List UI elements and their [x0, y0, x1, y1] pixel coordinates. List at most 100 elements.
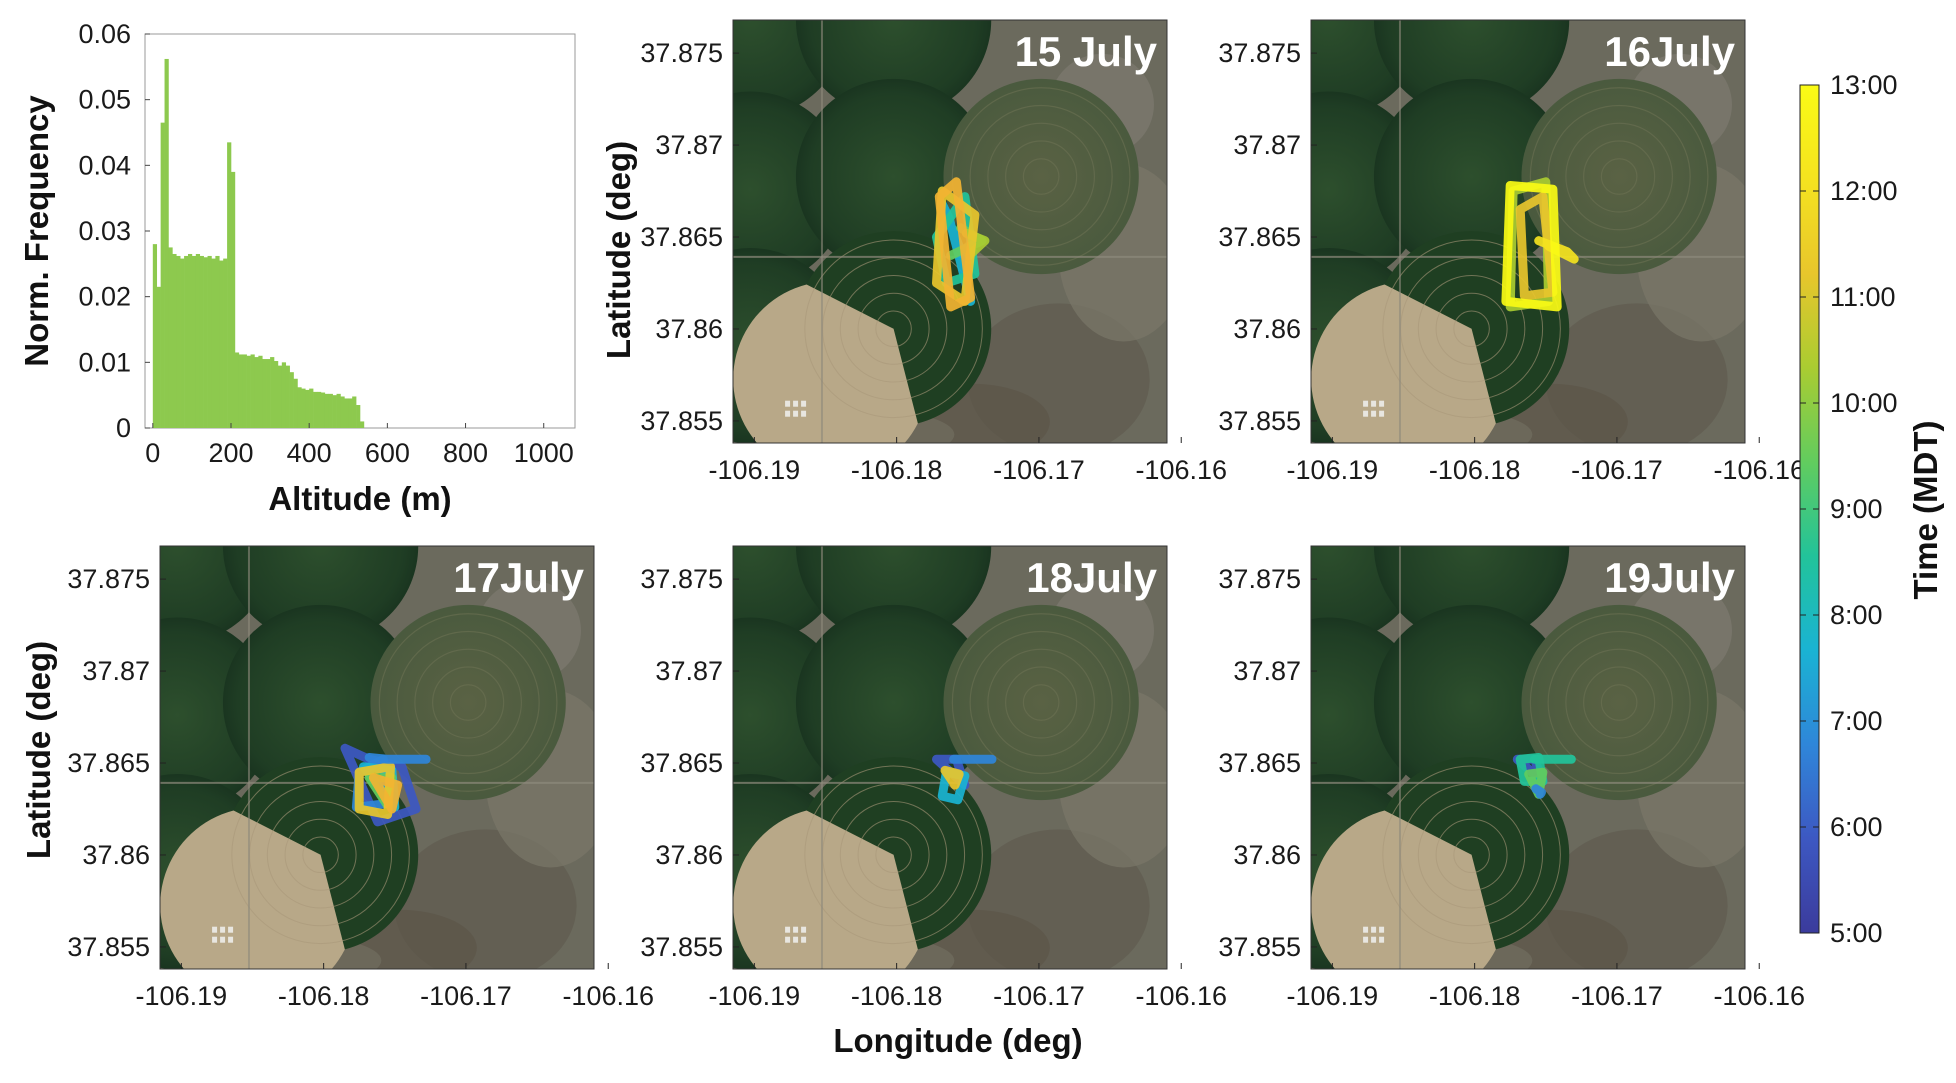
map-frame	[732, 545, 1168, 970]
field-ring	[302, 836, 339, 874]
flight-track	[368, 773, 403, 814]
map-x-tick-label: -106.17	[993, 455, 1085, 485]
pivot-field	[1521, 604, 1717, 801]
histogram-bar	[164, 58, 169, 428]
map-x-tick-label: -106.19	[1287, 981, 1379, 1011]
map-x-tick-label: -106.16	[562, 981, 654, 1011]
field-ring	[987, 122, 1096, 231]
map-y-tick-label: 37.875	[67, 564, 150, 594]
histogram-bar	[328, 393, 333, 428]
histogram-y-tick-label: 0.02	[78, 282, 131, 312]
map-x-tick-label: -106.16	[1713, 981, 1805, 1011]
building	[793, 926, 799, 933]
histogram-y-tick-label: 0.04	[78, 150, 131, 180]
histogram-bar	[195, 253, 201, 428]
field-ring	[1583, 140, 1656, 213]
field-ring	[969, 104, 1113, 249]
field-ring	[951, 87, 1131, 266]
building	[220, 926, 226, 933]
building	[793, 936, 799, 943]
field-ring	[1435, 292, 1508, 365]
map-y-tick-label: 37.87	[1233, 656, 1301, 686]
field-ring	[1529, 87, 1709, 266]
histogram-bar	[180, 258, 185, 428]
histogram-bar	[250, 354, 255, 428]
building	[1363, 936, 1369, 943]
building	[793, 400, 799, 407]
map-x-tick-label: -106.17	[420, 981, 512, 1011]
map-x-tick-label: -106.19	[136, 981, 228, 1011]
field-ring	[857, 292, 930, 365]
field-ring	[1022, 158, 1060, 195]
field-ring	[1382, 765, 1561, 945]
building	[228, 926, 234, 933]
y-axis-label-bottom: Latitude (deg)	[20, 641, 57, 859]
building	[801, 936, 807, 943]
histogram-bar	[160, 122, 165, 429]
field-ring	[875, 310, 912, 348]
day-label: 18July	[1026, 554, 1157, 601]
field-ring	[1005, 140, 1078, 213]
field-ring	[1529, 613, 1709, 792]
histogram-bar	[336, 393, 341, 428]
harvested-wedge	[160, 810, 345, 969]
field-ring	[1382, 239, 1561, 419]
histogram-bar	[332, 395, 337, 428]
map-panel: 17July 37.875 37.87 37.865 37.86 37.855 -106.1…	[67, 545, 654, 1011]
map-frame	[159, 545, 595, 970]
histogram-bar	[254, 357, 259, 428]
histogram-bar	[215, 255, 220, 428]
histogram-bar	[281, 362, 287, 428]
histogram-bar	[274, 361, 279, 428]
field-ring	[804, 239, 983, 419]
pivot-field	[943, 604, 1139, 801]
histogram-bar	[199, 255, 204, 428]
map-x-tick-label: -106.17	[1571, 981, 1663, 1011]
histogram-bar	[320, 392, 326, 428]
colorbar-tick-label: 7:00	[1830, 706, 1883, 736]
histogram-bar	[289, 372, 294, 428]
harvested-wedge	[1311, 284, 1496, 443]
building	[793, 410, 799, 417]
histogram-bar	[238, 354, 244, 428]
map-x-tick-label: -106.18	[851, 455, 943, 485]
pivot-field	[1521, 78, 1717, 275]
field-ring	[951, 613, 1131, 792]
pivot-field	[222, 604, 419, 801]
histogram-y-tick-label: 0.03	[78, 216, 131, 246]
day-label: 17July	[453, 554, 584, 601]
colorbar-label: Time (MDT)	[1907, 420, 1944, 599]
map-panels: 15 July 37.875 37.87 37.865 37.86 37.855 -106.…	[67, 19, 1805, 1011]
map-y-tick-label: 37.87	[1233, 130, 1301, 160]
building	[1379, 410, 1385, 417]
building	[228, 936, 234, 943]
histogram-x-label: Altitude (m)	[268, 480, 451, 517]
field-ring	[1022, 684, 1060, 721]
histogram-bar	[352, 396, 357, 428]
map-x-tick-label: -106.17	[993, 981, 1085, 1011]
histogram-bar	[317, 391, 322, 428]
histogram-bar	[262, 359, 267, 428]
field-ring	[1417, 275, 1526, 383]
map-y-tick-label: 37.855	[1218, 932, 1301, 962]
building	[1371, 400, 1377, 407]
field-ring	[1005, 666, 1078, 739]
field-ring	[414, 648, 523, 757]
field-ring	[1583, 666, 1656, 739]
flight-track	[364, 753, 431, 764]
map-y-tick-label: 37.87	[655, 130, 723, 160]
building	[1379, 926, 1385, 933]
map-x-tick-label: -106.16	[1713, 455, 1805, 485]
histogram-bar	[234, 352, 240, 428]
field-ring	[1547, 630, 1691, 775]
histogram-bar	[301, 388, 306, 428]
map-y-tick-label: 37.86	[1233, 840, 1301, 870]
field-ring	[839, 801, 948, 909]
field-ring	[1435, 818, 1508, 891]
pivot-field	[370, 604, 566, 801]
map-y-tick-label: 37.855	[640, 406, 723, 436]
histogram-bar	[172, 253, 177, 428]
histogram-bar	[324, 393, 330, 428]
building	[801, 410, 807, 417]
histogram-bar	[360, 421, 365, 428]
